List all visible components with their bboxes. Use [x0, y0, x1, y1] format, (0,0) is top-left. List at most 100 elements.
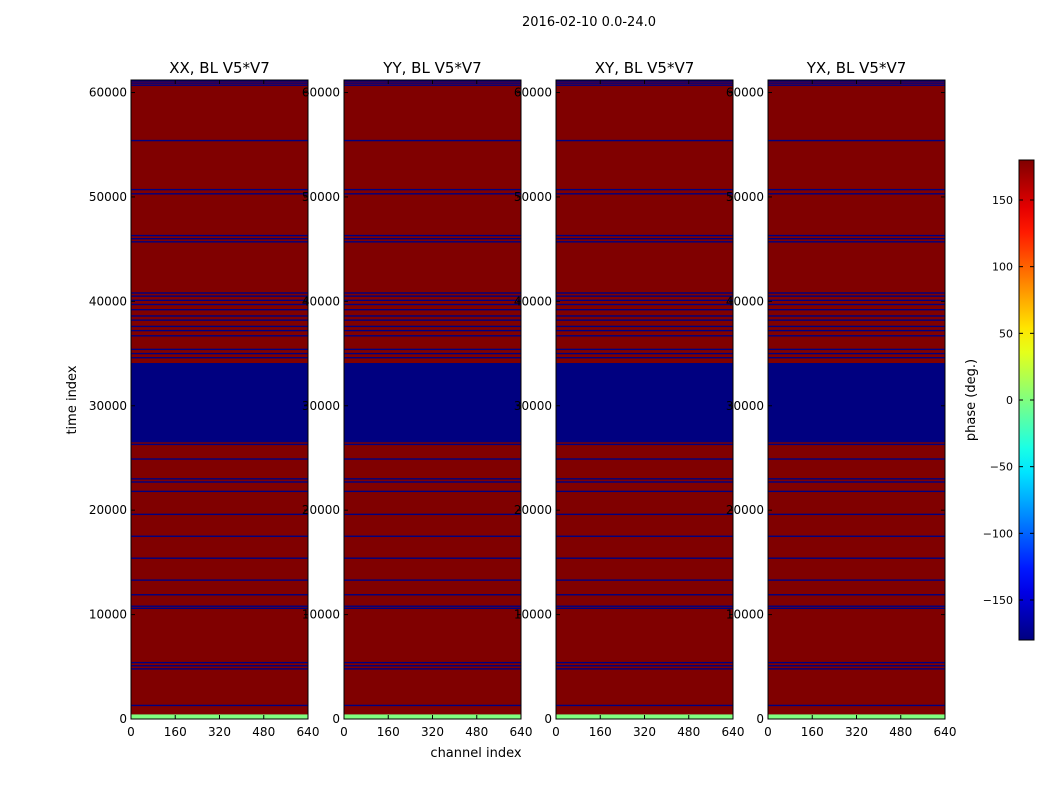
- y-tick-label: 20000: [514, 503, 552, 517]
- heatmap-row: [344, 84, 521, 86]
- x-tick-label: 160: [589, 725, 612, 739]
- heatmap-row: [344, 241, 521, 243]
- panel: XX, BL V5*V7 0 160 320 480 640 0 10000 20000 3000…: [89, 59, 320, 739]
- y-tick-label: 60000: [514, 86, 552, 100]
- x-tick-label: 320: [208, 725, 231, 739]
- y-tick-label: 10000: [726, 608, 764, 622]
- colorbar-tick-label: 50: [999, 327, 1013, 340]
- y-tick-label: 10000: [302, 608, 340, 622]
- heatmap-row: [556, 668, 733, 670]
- x-tick-label: 0: [552, 725, 560, 739]
- heatmap-row: [556, 348, 733, 351]
- heatmap-row: [556, 84, 733, 86]
- x-tick-label: 480: [677, 725, 700, 739]
- heatmap-row: [556, 594, 733, 596]
- y-tick-label: 0: [119, 712, 127, 726]
- heatmap-row: [556, 605, 733, 607]
- heatmap-row: [131, 238, 308, 240]
- heatmap-panels: XX, BL V5*V7 0 160 320 480 640 0 10000 20000 3000…: [89, 59, 957, 739]
- y-tick-label: 40000: [302, 294, 340, 308]
- heatmap-row: [344, 352, 521, 355]
- heatmap-row: [131, 557, 308, 559]
- y-tick-label: 40000: [726, 294, 764, 308]
- heatmap-row: [768, 325, 945, 328]
- heatmap-row: [556, 315, 733, 317]
- heatmap-row: [131, 292, 308, 294]
- heatmap-row: [131, 329, 308, 332]
- heatmap-row: [768, 292, 945, 294]
- y-axis-label: time index: [65, 365, 80, 434]
- heatmap-row: [768, 605, 945, 607]
- colorbar-tick-label: −100: [983, 527, 1013, 540]
- heatmap-row: [344, 234, 521, 237]
- heatmap-row: [768, 303, 945, 306]
- heatmap-row: [768, 315, 945, 317]
- y-tick-label: 30000: [302, 399, 340, 413]
- heatmap-row: [768, 238, 945, 240]
- heatmap-row: [556, 490, 733, 493]
- x-tick-label: 640: [934, 725, 957, 739]
- heatmap-row: [131, 299, 308, 302]
- x-tick-label: 320: [633, 725, 656, 739]
- heatmap-row: [556, 443, 733, 446]
- heatmap-row: [131, 241, 308, 243]
- x-tick-label: 640: [297, 725, 320, 739]
- panel-title: YX, BL V5*V7: [806, 59, 907, 77]
- heatmap-row: [131, 315, 308, 317]
- heatmap-row: [768, 139, 945, 142]
- heatmap-row: [344, 605, 521, 607]
- heatmap-row: [768, 704, 945, 707]
- y-tick-label: 50000: [302, 190, 340, 204]
- heatmap-row: [768, 478, 945, 480]
- heatmap-band: [344, 442, 521, 715]
- heatmap-row: [131, 594, 308, 596]
- x-tick-label: 480: [252, 725, 275, 739]
- heatmap-row: [768, 352, 945, 355]
- heatmap-row: [768, 299, 945, 302]
- heatmap-row: [344, 607, 521, 610]
- heatmap-row: [556, 193, 733, 195]
- heatmap-row: [344, 238, 521, 240]
- heatmap-row: [768, 319, 945, 321]
- heatmap-row: [768, 443, 945, 446]
- y-tick-label: 60000: [726, 86, 764, 100]
- heatmap-row: [768, 594, 945, 596]
- heatmap-row: [344, 557, 521, 559]
- heatmap-row: [768, 329, 945, 332]
- heatmap-row: [131, 84, 308, 86]
- heatmap-row: [768, 661, 945, 664]
- heatmap-row: [556, 557, 733, 559]
- heatmap-row: [131, 352, 308, 355]
- x-axis-label: channel index: [430, 746, 521, 761]
- heatmap-row: [556, 335, 733, 337]
- x-tick-label: 0: [764, 725, 772, 739]
- heatmap-band: [344, 362, 521, 443]
- heatmap-row: [556, 704, 733, 707]
- x-tick-label: 160: [377, 725, 400, 739]
- heatmap-row: [768, 665, 945, 667]
- panel-title: YY, BL V5*V7: [382, 59, 481, 77]
- heatmap-row: [344, 357, 521, 359]
- heatmap-row: [344, 579, 521, 581]
- heatmap-row: [768, 490, 945, 493]
- x-tick-label: 480: [465, 725, 488, 739]
- y-tick-label: 60000: [302, 86, 340, 100]
- heatmap-row: [556, 188, 733, 191]
- heatmap-row: [344, 139, 521, 142]
- x-tick-label: 0: [127, 725, 135, 739]
- x-tick-label: 160: [801, 725, 824, 739]
- heatmap-row: [768, 607, 945, 610]
- heatmap-row: [131, 458, 308, 460]
- heatmap-row: [344, 665, 521, 667]
- x-tick-label: 480: [889, 725, 912, 739]
- panel-title: XX, BL V5*V7: [169, 59, 270, 77]
- heatmap-row: [768, 234, 945, 237]
- heatmap-row: [131, 661, 308, 664]
- heatmap-row: [768, 188, 945, 191]
- colorbar-label: phase (deg.): [964, 359, 979, 441]
- heatmap-row: [344, 319, 521, 321]
- colorbar: −150 −100 −50 0 50 100 150: [983, 159, 1035, 641]
- heatmap-row: [768, 535, 945, 537]
- heatmap-row: [131, 348, 308, 351]
- heatmap-row: [556, 238, 733, 240]
